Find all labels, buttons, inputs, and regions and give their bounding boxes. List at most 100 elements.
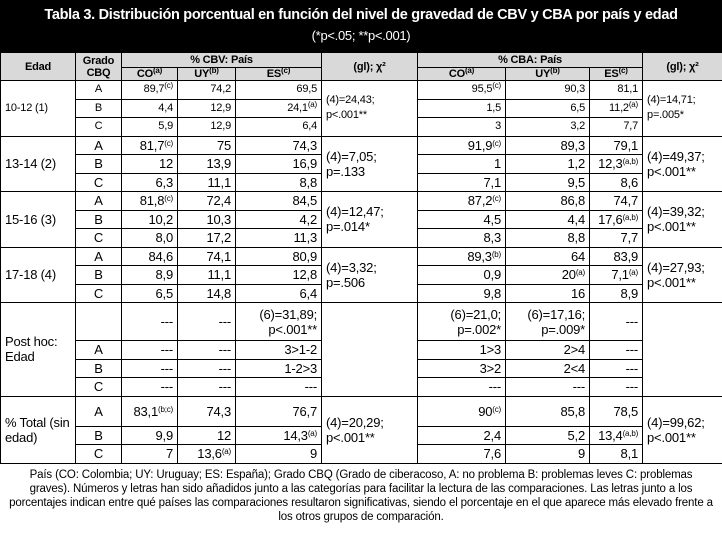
header-cell: CO(a) [417,67,507,81]
value-cell: --- [177,358,236,378]
table-head: Edad Grado CBQ % CBV: País (gl); χ² % CB… [0,52,722,81]
value-cell: 8,0 [121,228,178,248]
value-cell: 81,1 [589,80,644,100]
table-row: C 8,0 17,2 11,3 8,3 8,8 7,7 [1,228,722,248]
cell-text: 83,1 [133,403,158,419]
grado-cell: C [75,283,122,303]
value-cell: 86,8 [505,191,591,211]
cell-superscript: (a,b) [622,157,639,167]
value-cell: (6)=31,89; p<.001** [234,302,323,341]
value-cell: 3,2 [505,117,591,137]
value-cell: 8,9 [121,265,178,285]
value-cell: 7,1(a) [589,265,644,285]
cell-superscript: (c) [164,194,173,204]
cell-superscript: (c) [164,138,173,148]
table-row: B 10,2 10,3 4,2 4,5 4,4 17,6(a,b) [1,209,722,229]
cell-text: 14,3 [283,427,308,443]
grado-cell: C [75,117,122,137]
header-row: Edad Grado CBQ % CBV: País (gl); χ² % CB… [0,52,722,81]
header-cell: CO(a) [121,67,178,81]
cell-text: 90 [478,403,493,419]
value-cell: 4,2 [234,209,323,229]
cell-text: CO [136,68,153,80]
value-cell: --- [121,302,178,341]
value-cell: --- [589,377,644,397]
table-row: 15-16 (3) A 81,8(c) 72,4 84,5 (4)=12,47; p=.0… [0,191,722,248]
value-cell: 1>3 [417,340,507,360]
grado-cell: A [75,135,122,155]
edad-cell: 17-18 (4) [0,246,76,303]
header-cell: UY(b) [505,67,591,81]
value-cell: --- [505,377,591,397]
grado-cell: B [75,209,122,229]
table-body: 10-12 (1) A 89,7(c) 74,2 69,5 (4)=24,43; p<.0… [0,80,722,464]
cell-superscript: (a) [628,268,639,278]
value-cell: 87,2(c) [417,191,507,211]
test-cell: (4)=99,62; p<.001** [642,395,722,464]
value-cell: 7,7 [589,117,644,137]
value-cell: 75 [177,135,236,155]
grado-cell: C [75,377,122,397]
value-cell: 91,9(c) [417,135,507,155]
table-row: C 7 13,6(a) 9 7,6 9 8,1 [1,444,722,464]
value-cell: 74,7 [589,191,644,211]
value-cell: 89,3(b) [417,246,507,266]
value-cell: 12 [177,425,236,445]
value-cell: 64 [505,246,591,266]
cell-superscript: (a) [464,67,475,75]
value-cell: 12,3(a,b) [589,154,644,174]
cell-superscript: (a) [221,447,231,457]
value-cell: 5,9 [121,117,178,137]
test-cell: (4)=24,43; p<.001** [321,80,419,137]
title-bar: Tabla 3. Distribución porcentual en func… [0,0,722,52]
value-cell: 90(c) [417,395,507,427]
value-cell: 3 [417,117,507,137]
cell-superscript: (b) [550,67,560,75]
value-cell: 74,3 [177,395,236,427]
cell-superscript: (b) [491,249,502,259]
value-cell: --- [121,340,178,360]
header-cell: ES(c) [589,67,644,81]
edad-cell: % Total (sin edad) [0,395,76,464]
cell-superscript: (c) [492,194,502,204]
cell-superscript: (c) [492,81,502,91]
value-cell: 8,8 [505,228,591,248]
value-cell: 2<4 [505,358,591,378]
value-cell: 0,9 [417,265,507,285]
value-cell: 85,8 [505,395,591,427]
value-cell: 81,8(c) [121,191,178,211]
test-cell: (4)=20,29; p<.001** [321,395,419,464]
value-cell: 13,9 [177,154,236,174]
value-cell: 72,4 [177,191,236,211]
value-cell: 79,1 [589,135,644,155]
cell-text: 7,1 [611,267,629,283]
value-cell: 3>2 [417,358,507,378]
value-cell: 78,5 [589,395,644,427]
value-cell: 83,1(b;c) [121,395,178,427]
value-cell: 14,3(a) [234,425,323,445]
value-cell: 4,4 [505,209,591,229]
header-cell: Edad [0,52,76,81]
cell-superscript: (c) [492,138,502,148]
value-cell: 13,6(a) [177,444,236,464]
cell-text: UY [194,68,210,80]
table-row: C 6,3 11,1 8,8 7,1 9,5 8,6 [1,172,722,192]
table-row: B 12 13,9 16,9 1 1,2 12,3(a,b) [1,154,722,174]
value-cell: --- [121,377,178,397]
value-cell: 13,4(a,b) [589,425,644,445]
header-cell: (gl); χ² [642,52,722,81]
cell-superscript: (a) [307,99,318,109]
value-cell: 4,4 [121,98,178,118]
value-cell: 12,8 [234,265,323,285]
cell-superscript: (c) [281,67,291,75]
value-cell: 1 [417,154,507,174]
grado-cell: B [75,425,122,445]
cell-text: 91,9 [467,137,493,153]
value-cell: --- [589,340,644,360]
cell-text: 17,6 [598,211,623,227]
test-cell: (4)=12,47; p=.014* [321,191,419,248]
grado-cell: A [75,246,122,266]
test-cell [642,302,722,397]
value-cell: 4,5 [417,209,507,229]
